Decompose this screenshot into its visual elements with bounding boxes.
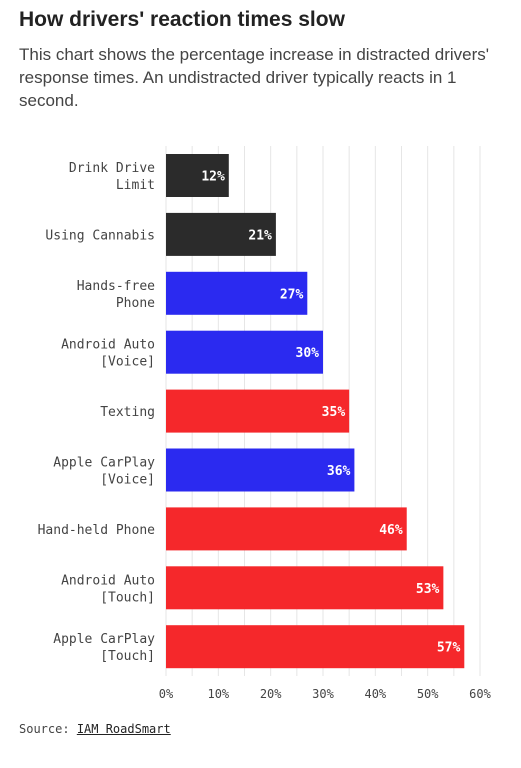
x-axis-ticks: 0% 10% 20% 30% 40% 50% 60% <box>159 687 492 701</box>
category-label: Texting <box>100 405 155 420</box>
x-tick-label: 30% <box>312 687 334 701</box>
category-label-line: Apple CarPlay <box>53 456 155 471</box>
category-label: Hand-held Phone <box>38 523 156 538</box>
x-tick-label: 50% <box>417 687 439 701</box>
bar-value-label: 46% <box>379 523 403 538</box>
category-label-line: Drink Drive <box>69 161 155 176</box>
bar <box>166 448 355 492</box>
category-label: Using Cannabis <box>45 228 155 243</box>
bars: 12% 21% 27% 30% 35% 36% 46% 53% 57% <box>166 154 465 669</box>
category-label: Apple CarPlay [Touch] <box>53 632 155 664</box>
bar-value-label: 12% <box>201 170 225 185</box>
bar <box>166 507 407 551</box>
x-tick-label: 40% <box>364 687 386 701</box>
category-label-line: Phone <box>116 296 155 311</box>
category-labels: Drink Drive Limit Using Cannabis Hands-free… <box>38 161 156 664</box>
bar <box>166 154 229 197</box>
bar <box>166 625 465 669</box>
bar <box>166 389 350 433</box>
category-label-line: [Voice] <box>100 355 155 370</box>
bar-value-label: 27% <box>280 287 304 302</box>
source-prefix: Source: <box>19 722 70 736</box>
category-label: Hands-free Phone <box>77 279 155 311</box>
x-tick-label: 10% <box>207 687 229 701</box>
category-label: Drink Drive Limit <box>69 161 155 193</box>
chart-title: How drivers' reaction times slow <box>19 8 345 31</box>
bar-value-label: 35% <box>322 405 346 420</box>
bar-value-label: 21% <box>248 228 272 243</box>
category-label-line: Hand-held Phone <box>38 523 156 538</box>
bar-value-label: 36% <box>327 464 351 479</box>
bar-value-label: 53% <box>416 582 440 597</box>
category-label-line: [Touch] <box>100 649 155 664</box>
source-link[interactable]: IAM RoadSmart <box>76 722 171 736</box>
category-label-line: [Voice] <box>100 473 155 488</box>
category-label-line: [Touch] <box>100 590 155 605</box>
x-tick-label: 60% <box>469 687 491 701</box>
category-label-line: Android Auto <box>61 573 155 588</box>
category-label: Android Auto [Voice] <box>61 338 155 370</box>
bar-value-label: 57% <box>437 641 461 656</box>
category-label-line: Android Auto <box>61 338 155 353</box>
category-label-line: Limit <box>116 178 155 193</box>
category-label-line: Hands-free <box>77 279 155 294</box>
category-label-line: Apple CarPlay <box>53 632 155 647</box>
category-label-line: Texting <box>100 405 155 420</box>
bar <box>166 330 323 374</box>
x-tick-label: 0% <box>159 687 174 701</box>
bar-value-label: 30% <box>296 346 320 361</box>
bar <box>166 212 276 256</box>
bar <box>166 271 308 315</box>
category-label: Apple CarPlay [Voice] <box>53 456 155 488</box>
category-label-line: Using Cannabis <box>45 228 155 243</box>
chart-subtitle: This chart shows the percentage increase… <box>19 45 490 110</box>
category-label: Android Auto [Touch] <box>61 573 155 605</box>
bar <box>166 566 444 610</box>
source-line: Source: IAM RoadSmart <box>19 722 171 736</box>
x-tick-label: 20% <box>260 687 282 701</box>
